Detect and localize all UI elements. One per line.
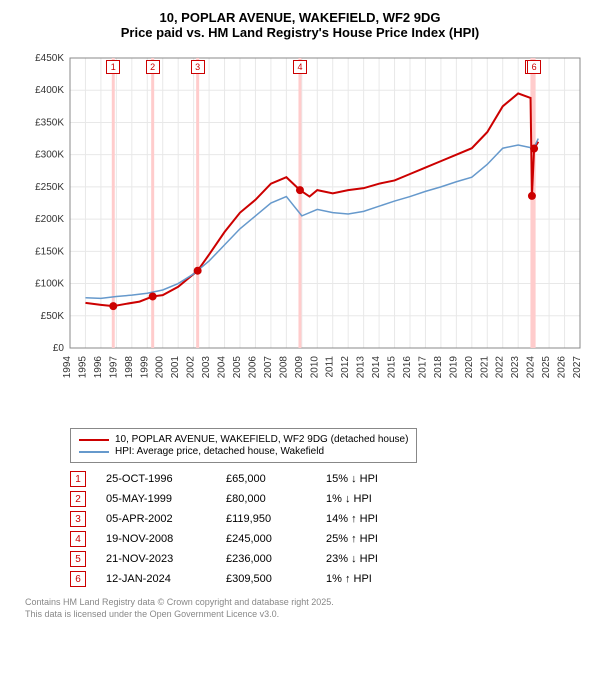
svg-text:1997: 1997 [108, 356, 119, 379]
svg-text:2006: 2006 [247, 356, 258, 379]
transaction-pct: 14% ↑ HPI [326, 513, 416, 525]
svg-text:2018: 2018 [433, 356, 444, 379]
chart-marker-4: 4 [293, 60, 307, 74]
title-address: 10, POPLAR AVENUE, WAKEFIELD, WF2 9DG [15, 10, 585, 25]
svg-text:2003: 2003 [201, 356, 212, 379]
svg-text:2027: 2027 [572, 356, 583, 379]
svg-text:2026: 2026 [557, 356, 568, 379]
svg-text:2014: 2014 [371, 356, 382, 379]
footer-attribution: Contains HM Land Registry data © Crown c… [25, 597, 585, 620]
transaction-row: 5 21-NOV-2023 £236,000 23% ↓ HPI [70, 551, 585, 567]
svg-text:2024: 2024 [526, 356, 537, 379]
svg-text:2013: 2013 [356, 356, 367, 379]
transaction-marker: 1 [70, 471, 86, 487]
legend-row-0: 10, POPLAR AVENUE, WAKEFIELD, WF2 9DG (d… [79, 434, 408, 445]
transaction-price: £119,950 [226, 513, 306, 525]
svg-text:2023: 2023 [510, 356, 521, 379]
transaction-marker: 2 [70, 491, 86, 507]
legend-label: HPI: Average price, detached house, Wake… [115, 446, 324, 457]
transaction-pct: 1% ↓ HPI [326, 493, 416, 505]
svg-text:2010: 2010 [309, 356, 320, 379]
chart-title: 10, POPLAR AVENUE, WAKEFIELD, WF2 9DG Pr… [15, 10, 585, 40]
svg-text:2017: 2017 [417, 356, 428, 379]
chart-svg: £0 £50K £100K £150K £200K £250K £300K £350K £400… [15, 48, 585, 388]
transaction-pct: 1% ↑ HPI [326, 573, 416, 585]
svg-text:£350K: £350K [35, 117, 64, 128]
transaction-price: £236,000 [226, 553, 306, 565]
svg-text:£200K: £200K [35, 214, 64, 225]
legend-swatch [79, 451, 109, 453]
page: 10, POPLAR AVENUE, WAKEFIELD, WF2 9DG Pr… [0, 0, 600, 630]
transaction-date: 12-JAN-2024 [106, 573, 206, 585]
transactions-table: 1 25-OCT-1996 £65,000 15% ↓ HPI 2 05-MAY-1999… [70, 471, 585, 587]
chart-marker-6: 6 [527, 60, 541, 74]
transaction-price: £65,000 [226, 473, 306, 485]
svg-text:2011: 2011 [325, 356, 336, 378]
svg-text:£300K: £300K [35, 150, 64, 161]
svg-text:1995: 1995 [77, 356, 88, 379]
svg-text:2001: 2001 [170, 356, 181, 379]
transaction-date: 21-NOV-2023 [106, 553, 206, 565]
svg-text:2007: 2007 [263, 356, 274, 379]
svg-text:2016: 2016 [402, 356, 413, 379]
transaction-date: 19-NOV-2008 [106, 533, 206, 545]
legend-row-1: HPI: Average price, detached house, Wake… [79, 446, 408, 457]
svg-text:2022: 2022 [495, 356, 506, 379]
svg-text:1998: 1998 [124, 356, 135, 379]
svg-text:1996: 1996 [93, 356, 104, 379]
transaction-date: 05-MAY-1999 [106, 493, 206, 505]
chart-area: £0 £50K £100K £150K £200K £250K £300K £350K £400… [15, 48, 585, 388]
transaction-marker: 5 [70, 551, 86, 567]
chart-marker-2: 2 [146, 60, 160, 74]
legend-swatch [79, 439, 109, 441]
chart-marker-3: 3 [191, 60, 205, 74]
svg-text:1994: 1994 [62, 356, 73, 379]
transaction-price: £245,000 [226, 533, 306, 545]
transaction-row: 4 19-NOV-2008 £245,000 25% ↑ HPI [70, 531, 585, 547]
chart-marker-1: 1 [106, 60, 120, 74]
transaction-marker: 4 [70, 531, 86, 547]
transaction-date: 25-OCT-1996 [106, 473, 206, 485]
svg-text:2019: 2019 [448, 356, 459, 379]
svg-text:2021: 2021 [479, 356, 490, 379]
transaction-pct: 15% ↓ HPI [326, 473, 416, 485]
svg-text:£400K: £400K [35, 85, 64, 96]
transaction-marker: 3 [70, 511, 86, 527]
svg-text:2025: 2025 [541, 356, 552, 379]
svg-text:2004: 2004 [217, 356, 228, 379]
svg-text:2008: 2008 [278, 356, 289, 379]
svg-text:£150K: £150K [35, 246, 64, 257]
footer-line1: Contains HM Land Registry data © Crown c… [25, 597, 585, 609]
svg-text:£450K: £450K [35, 53, 64, 64]
svg-text:£250K: £250K [35, 182, 64, 193]
transaction-row: 6 12-JAN-2024 £309,500 1% ↑ HPI [70, 571, 585, 587]
footer-line2: This data is licensed under the Open Gov… [25, 609, 585, 621]
svg-text:2000: 2000 [155, 356, 166, 379]
svg-text:£0: £0 [53, 343, 65, 354]
transaction-pct: 23% ↓ HPI [326, 553, 416, 565]
legend-label: 10, POPLAR AVENUE, WAKEFIELD, WF2 9DG (d… [115, 434, 408, 445]
legend: 10, POPLAR AVENUE, WAKEFIELD, WF2 9DG (d… [70, 428, 417, 463]
svg-text:£100K: £100K [35, 279, 64, 290]
transaction-row: 3 05-APR-2002 £119,950 14% ↑ HPI [70, 511, 585, 527]
transaction-price: £80,000 [226, 493, 306, 505]
svg-text:2015: 2015 [387, 356, 398, 379]
svg-text:2009: 2009 [294, 356, 305, 379]
transaction-row: 1 25-OCT-1996 £65,000 15% ↓ HPI [70, 471, 585, 487]
transaction-price: £309,500 [226, 573, 306, 585]
svg-text:1999: 1999 [139, 356, 150, 379]
title-subtitle: Price paid vs. HM Land Registry's House … [15, 25, 585, 40]
svg-text:2020: 2020 [464, 356, 475, 379]
transaction-marker: 6 [70, 571, 86, 587]
svg-text:2002: 2002 [186, 356, 197, 379]
svg-text:£50K: £50K [41, 311, 65, 322]
svg-text:2012: 2012 [340, 356, 351, 379]
transaction-pct: 25% ↑ HPI [326, 533, 416, 545]
svg-text:2005: 2005 [232, 356, 243, 379]
transaction-row: 2 05-MAY-1999 £80,000 1% ↓ HPI [70, 491, 585, 507]
transaction-date: 05-APR-2002 [106, 513, 206, 525]
